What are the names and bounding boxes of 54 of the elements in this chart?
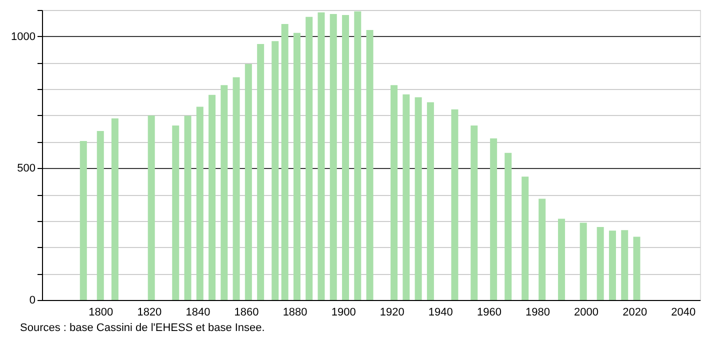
bar [220,85,228,300]
bar [366,30,374,300]
bar [342,15,350,300]
bar [257,44,264,300]
bar [490,138,498,300]
x-tick-label: 1900 [331,306,356,318]
bar [80,141,87,300]
bar [293,32,300,300]
source-note: Sources : base Cassini de l'EHESS et base Insee. [20,322,265,334]
bar [354,11,362,300]
bar [538,198,546,300]
bar [208,94,216,300]
x-tick-label: 1980 [526,306,550,318]
bar [330,14,337,300]
x-tick-label: 1880 [282,306,308,318]
x-tick-label: 1960 [476,306,502,318]
bar [451,109,458,300]
bar [244,64,252,300]
bar [196,106,204,300]
bar [621,230,628,300]
bar [608,230,616,300]
bar [558,218,566,300]
bar [111,118,118,300]
x-tick-label: 1840 [186,306,210,318]
bar [306,16,313,300]
bar [232,77,240,300]
bar [390,85,398,300]
bar [596,226,604,300]
x-tick-label: 1920 [380,306,404,318]
bar [402,94,410,300]
x-tick-label: 1860 [234,306,259,318]
bar [184,116,192,300]
bar [414,97,422,300]
x-tick-label: 2020 [622,306,648,318]
bar [504,152,512,300]
bar [633,236,640,300]
y-tick-label: 0 [29,294,36,306]
bar [580,222,587,300]
y-tick-label: 1000 [11,30,36,43]
x-tick-label: 1820 [137,306,162,318]
bar [470,125,478,300]
x-tick-label: 2040 [671,306,696,318]
bar [272,41,279,300]
bar [172,125,180,300]
bar [426,102,434,300]
bar [281,24,288,300]
bar [96,131,104,300]
bar [148,115,155,300]
x-tick-label: 2000 [574,306,599,318]
x-tick-label: 1940 [428,306,453,318]
y-tick-label: 500 [17,162,36,175]
bar [522,176,529,300]
x-tick-label: 1800 [88,306,114,318]
bar [318,12,325,300]
